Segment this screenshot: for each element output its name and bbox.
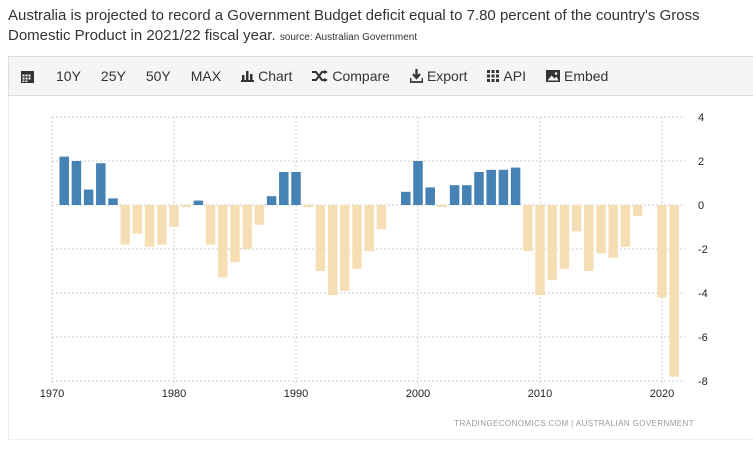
bar-2020[interactable]	[657, 205, 667, 298]
bar-1981[interactable]	[181, 205, 191, 208]
description-line-2: Domestic Product in 2021/22 fiscal year.…	[8, 27, 418, 44]
bar-1999[interactable]	[401, 191, 411, 205]
bar-1985[interactable]	[230, 205, 240, 263]
bars	[59, 156, 679, 377]
bar-1975[interactable]	[108, 198, 118, 205]
calendar-icon	[21, 70, 34, 83]
bar-1996[interactable]	[364, 205, 374, 252]
grid-icon	[487, 70, 500, 82]
source-label: source: Australian Government	[279, 32, 418, 43]
bar-1993[interactable]	[327, 205, 338, 296]
export-button[interactable]: Export	[409, 68, 467, 84]
bar-chart-icon	[241, 70, 255, 82]
bar-2006[interactable]	[486, 169, 496, 205]
bar-1977[interactable]	[132, 205, 143, 234]
x-tick-label: 2020	[650, 388, 674, 400]
x-tick-label: 2000	[406, 388, 430, 400]
chart-panel	[8, 96, 753, 440]
description-line-1: Australia is projected to record a Gover…	[8, 7, 700, 24]
bar-1978[interactable]	[144, 205, 155, 247]
bar-2016[interactable]	[608, 205, 618, 258]
bar-1990[interactable]	[291, 172, 301, 205]
y-tick-label: 4	[698, 112, 704, 124]
bar-1995[interactable]	[352, 205, 362, 269]
bar-1976[interactable]	[120, 205, 130, 245]
bar-2004[interactable]	[462, 185, 472, 205]
y-tick-label: -2	[698, 244, 708, 256]
bar-2014[interactable]	[584, 205, 594, 271]
bar-1983[interactable]	[205, 205, 216, 245]
y-tick-label: -8	[698, 376, 708, 388]
bar-1992[interactable]	[315, 205, 326, 271]
y-tick-label: 0	[698, 200, 704, 212]
x-tick-label: 1980	[162, 388, 186, 400]
bar-1994[interactable]	[340, 205, 350, 291]
bar-2021[interactable]	[669, 205, 679, 377]
y-tick-label: -6	[698, 332, 708, 344]
bar-1974[interactable]	[96, 163, 106, 205]
bar-2000[interactable]	[413, 161, 423, 205]
bar-2018[interactable]	[632, 205, 643, 216]
api-button[interactable]: API	[487, 68, 526, 84]
y-tick-label: 2	[698, 156, 704, 168]
bar-1973[interactable]	[83, 189, 94, 205]
bar-1989[interactable]	[279, 172, 289, 205]
bar-1971[interactable]	[59, 156, 69, 205]
bar-1988[interactable]	[266, 196, 277, 205]
shuffle-icon	[312, 70, 329, 82]
y-tick-label: -4	[698, 288, 708, 300]
bar-1972[interactable]	[71, 161, 82, 205]
bar-2001[interactable]	[425, 187, 435, 205]
bar-2005[interactable]	[474, 172, 484, 205]
bar-2002[interactable]	[437, 205, 448, 208]
calendar-button[interactable]	[21, 70, 34, 83]
bar-2007[interactable]	[498, 169, 509, 205]
chart-description: Australia is projected to record a Gover…	[8, 6, 753, 48]
bar-2009[interactable]	[523, 205, 533, 252]
x-tick-label: 2010	[528, 388, 552, 400]
bar-1982[interactable]	[193, 200, 204, 205]
image-icon	[545, 70, 560, 82]
range-50y-button[interactable]: 50Y	[145, 68, 171, 84]
range-10y-button[interactable]: 10Y	[56, 68, 81, 84]
chart-footer: TRADINGECONOMICS.COM | AUSTRALIAN GOVERN…	[454, 419, 694, 428]
bar-1979[interactable]	[157, 205, 167, 245]
bar-2003[interactable]	[449, 185, 460, 205]
compare-button[interactable]: Compare	[312, 68, 390, 84]
bar-1991[interactable]	[303, 205, 313, 208]
bar-2010[interactable]	[535, 205, 545, 296]
x-tick-label: 1990	[284, 388, 308, 400]
bar-1997[interactable]	[376, 205, 387, 230]
bar-2013[interactable]	[571, 205, 582, 232]
bar-2017[interactable]	[620, 205, 631, 247]
range-25y-button[interactable]: 25Y	[100, 68, 126, 84]
chart-type-button[interactable]: Chart	[241, 68, 292, 84]
embed-button[interactable]: Embed	[545, 68, 608, 84]
x-tick-label: 1970	[40, 388, 64, 400]
download-icon	[409, 69, 423, 83]
bar-1986[interactable]	[242, 205, 252, 249]
bar-2008[interactable]	[510, 167, 521, 205]
bar-2011[interactable]	[547, 205, 557, 280]
bar-1987[interactable]	[254, 205, 265, 225]
chart-toolbar: 10Y 25Y 50Y MAX Chart Compare Export API…	[8, 56, 753, 96]
bar-2012[interactable]	[559, 205, 570, 269]
bar-2015[interactable]	[596, 205, 606, 254]
bar-1980[interactable]	[169, 205, 179, 227]
bar-1984[interactable]	[218, 205, 228, 278]
axis-labels: 4 2 0 -2 -4 -6 -8 1970 1980 1990 2000 2010 2020	[40, 112, 708, 400]
range-max-button[interactable]: MAX	[190, 68, 222, 84]
